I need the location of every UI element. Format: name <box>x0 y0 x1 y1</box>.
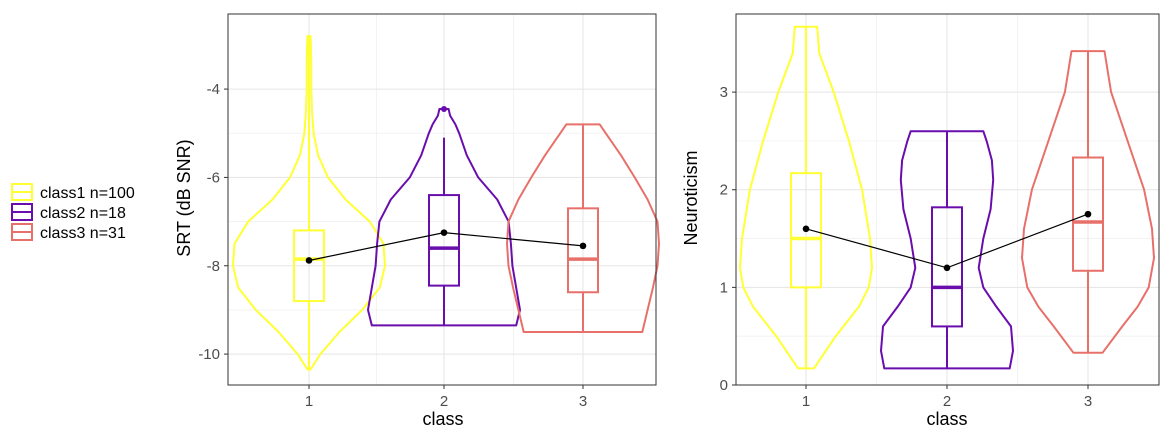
neuroticism-x-tick-label: 3 <box>1084 393 1092 410</box>
neuroticism-violin-class1 <box>739 25 873 370</box>
srt-box-class3 <box>567 207 599 294</box>
srt-x-tick-label: 3 <box>579 393 587 410</box>
srt-violin-class2 <box>367 108 521 327</box>
srt-violin-class1 <box>232 35 386 371</box>
srt-plot-border <box>227 13 657 386</box>
srt-y-tick-label: -8 <box>207 258 220 275</box>
srt-violin-class3 <box>506 123 660 333</box>
neuroticism-box-class1 <box>790 172 822 289</box>
neuroticism-mean-point <box>943 264 951 272</box>
legend-item-class3: class3 n=31 <box>11 223 126 242</box>
neuroticism-violin-class2 <box>880 130 1014 370</box>
neuroticism-mean-point <box>802 225 810 233</box>
neuroticism-y-tick-label: 2 <box>720 182 728 199</box>
srt-y-tick-label: -4 <box>207 81 220 98</box>
srt-y-axis-title: SRT (dB SNR) <box>174 139 194 256</box>
srt-plot-area <box>228 14 656 385</box>
legend-item-class2: class2 n=18 <box>11 203 126 222</box>
neuroticism-violin-class3 <box>1021 50 1155 354</box>
neuroticism-box-class2 <box>931 206 963 328</box>
legend-label-class1: class1 n=100 <box>40 185 135 202</box>
neuroticism-y-tick-label: 0 <box>720 377 728 394</box>
legend-label-class2: class2 n=18 <box>40 205 126 222</box>
srt-panel: SRT (dB SNR) class -10 -8 -6 -4 1 2 3 <box>174 13 660 429</box>
srt-outlier-class2 <box>441 105 447 112</box>
neuroticism-x-tick-label: 2 <box>943 393 951 410</box>
neuroticism-panel: Neuroticism class 0 1 2 3 1 2 3 <box>681 13 1160 429</box>
neuroticism-mean-point <box>1084 210 1092 218</box>
legend-label-class3: class3 n=31 <box>40 225 126 242</box>
legend-item-class1: class1 n=100 <box>11 183 135 202</box>
neuroticism-x-axis-title: class <box>926 409 967 429</box>
neuroticism-x-tick-label: 1 <box>802 393 810 410</box>
srt-box-class2 <box>428 194 460 287</box>
legend: class1 n=100 class2 n=18 class3 n=31 <box>11 183 135 242</box>
neuroticism-box-class3 <box>1072 156 1104 272</box>
neuroticism-y-tick-label: 3 <box>720 84 728 101</box>
srt-x-tick-label: 1 <box>305 393 313 410</box>
srt-x-axis-title: class <box>422 409 463 429</box>
srt-mean-point <box>305 257 313 264</box>
neuroticism-plot-border <box>735 13 1160 386</box>
srt-mean-point <box>579 242 587 250</box>
srt-x-tick-label: 2 <box>440 393 448 410</box>
srt-box-class1 <box>293 229 325 303</box>
srt-y-tick-label: -10 <box>198 346 220 363</box>
srt-plot-background <box>228 14 656 385</box>
neuroticism-y-axis-title: Neuroticism <box>681 150 701 245</box>
neuroticism-y-tick-label: 1 <box>720 279 728 296</box>
srt-y-tick-label: -6 <box>207 169 220 186</box>
srt-mean-point <box>440 229 448 236</box>
